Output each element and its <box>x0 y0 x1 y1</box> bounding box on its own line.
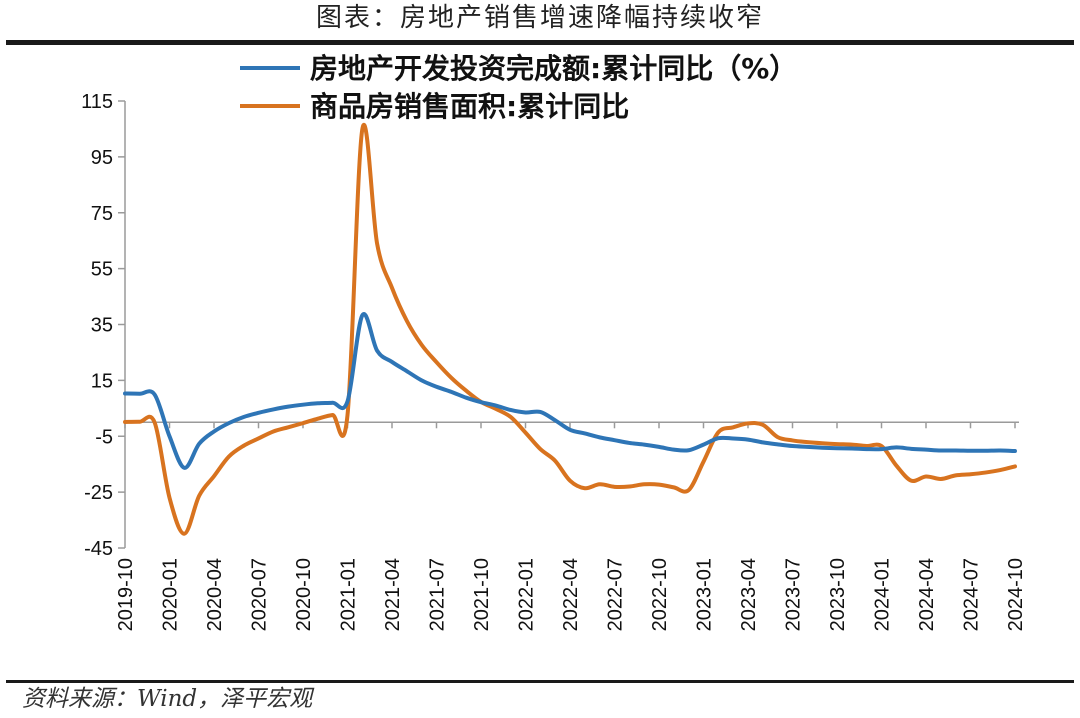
title-divider <box>6 40 1074 45</box>
legend-label: 房地产开发投资完成额:累计同比（%） <box>310 52 797 85</box>
chart-series <box>123 123 1017 536</box>
y-tick-label: 35 <box>91 315 113 337</box>
y-tick-label: 95 <box>91 147 113 169</box>
x-tick-label: 2020-10 <box>293 558 315 631</box>
x-tick-label: 2023-01 <box>694 558 716 631</box>
x-tick-label: 2024-04 <box>916 558 938 631</box>
line-chart: -45 -25 -5 15 35 55 75 95 115 2019-10 2020-01 2020-… <box>81 52 1027 631</box>
chart-axes: -45 -25 -5 15 35 55 75 95 115 2019-10 2020-01 2020-… <box>81 91 1027 631</box>
y-tick-label: -25 <box>84 482 113 504</box>
chart-legend: 房地产开发投资完成额:累计同比（%） 商品房销售面积:累计同比 <box>240 52 797 123</box>
y-tick-label: 115 <box>81 91 113 113</box>
x-tick-label: 2021-04 <box>382 558 404 631</box>
x-tick-label: 2022-10 <box>649 558 671 631</box>
legend-label: 商品房销售面积:累计同比 <box>310 90 629 123</box>
y-tick-label: 55 <box>91 259 113 281</box>
x-tick-label: 2023-07 <box>783 558 805 631</box>
x-tick-label: 2024-01 <box>872 558 894 631</box>
x-tick-label: 2020-01 <box>160 558 182 631</box>
x-tick-label: 2021-01 <box>338 558 360 631</box>
x-tick-label: 2023-10 <box>827 558 849 631</box>
series-line-sales-area <box>123 123 1017 536</box>
x-tick-label: 2022-07 <box>605 558 627 631</box>
x-tick-label: 2019-10 <box>115 558 137 631</box>
y-tick-label: 15 <box>91 370 113 392</box>
x-tick-label: 2021-07 <box>427 558 449 631</box>
source-note: 资料来源：Wind，泽平宏观 <box>22 686 313 712</box>
source-divider <box>6 680 1074 683</box>
y-tick-label: -5 <box>95 426 113 448</box>
y-tick-label: 75 <box>91 203 113 225</box>
x-tick-label: 2024-10 <box>1005 558 1027 631</box>
x-tick-label: 2020-07 <box>249 558 271 631</box>
x-tick-label: 2021-10 <box>471 558 493 631</box>
x-tick-label: 2022-04 <box>560 558 582 631</box>
x-tick-label: 2022-01 <box>516 558 538 631</box>
x-tick-label: 2020-04 <box>204 558 226 631</box>
series-line-investment <box>123 312 1017 470</box>
x-tick-label: 2023-04 <box>738 558 760 631</box>
y-tick-label: -45 <box>84 538 113 560</box>
page-title: 图表：房地产销售增速降幅持续收窄 <box>315 3 764 33</box>
x-tick-label: 2024-07 <box>961 558 983 631</box>
